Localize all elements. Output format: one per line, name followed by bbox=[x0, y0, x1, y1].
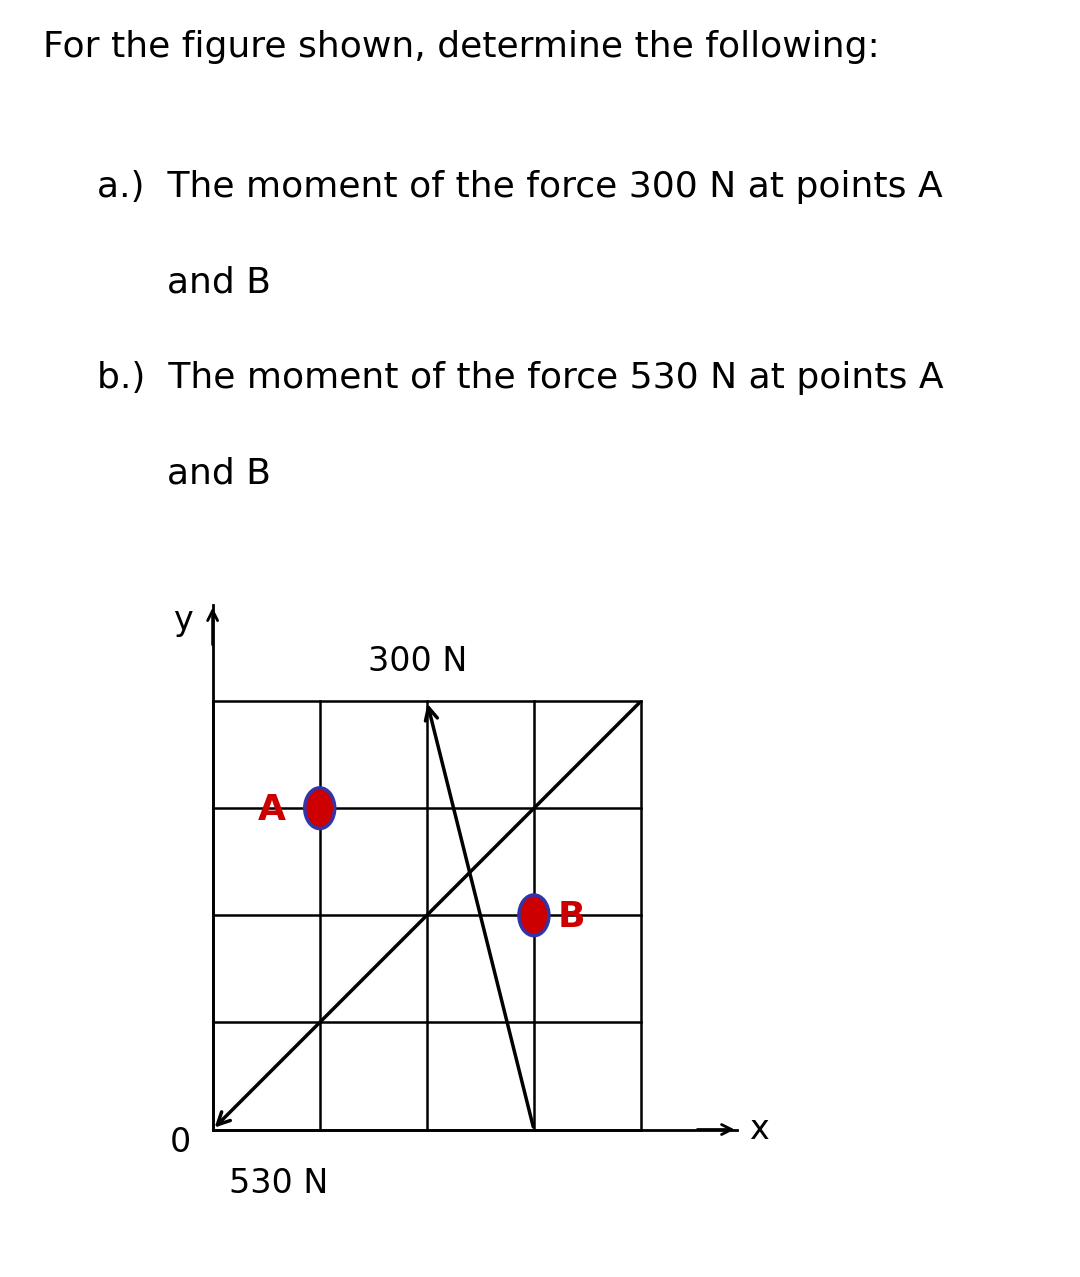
Text: A: A bbox=[257, 793, 285, 827]
Text: a.)  The moment of the force 300 N at points A: a.) The moment of the force 300 N at poi… bbox=[97, 170, 943, 204]
Ellipse shape bbox=[305, 788, 335, 829]
Text: x: x bbox=[748, 1114, 769, 1145]
Text: 300 N: 300 N bbox=[368, 645, 468, 678]
Text: 530 N: 530 N bbox=[229, 1167, 328, 1200]
Ellipse shape bbox=[518, 895, 549, 936]
Text: y: y bbox=[173, 604, 192, 637]
Text: 0: 0 bbox=[170, 1126, 191, 1160]
Text: and B: and B bbox=[167, 457, 271, 490]
Text: b.)  The moment of the force 530 N at points A: b.) The moment of the force 530 N at poi… bbox=[97, 361, 944, 395]
Text: For the figure shown, determine the following:: For the figure shown, determine the foll… bbox=[43, 29, 880, 64]
Text: and B: and B bbox=[167, 266, 271, 300]
Text: B: B bbox=[557, 900, 585, 935]
